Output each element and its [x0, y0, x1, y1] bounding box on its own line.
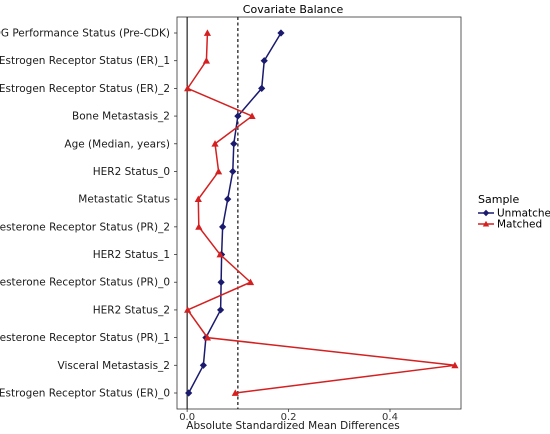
y-axis-labels: ECOG Performance Status (Pre-CDK) Estroge…: [0, 28, 177, 400]
triangle-marker: [184, 84, 192, 92]
diamond-marker: [199, 361, 207, 369]
y-tick-label: HER2 Status_1: [93, 249, 170, 261]
reference-lines: [186, 17, 239, 409]
triangle-marker: [195, 223, 203, 230]
x-tick-label: 0.4: [382, 412, 398, 423]
diamond-marker: [482, 209, 490, 217]
y-tick-label: Progesterone Receptor Status (PR)_1: [0, 332, 170, 344]
triangle-marker: [184, 306, 192, 313]
legend-label: Unmatched: [497, 208, 550, 220]
legend-items: UnmatchedMatched: [478, 208, 550, 231]
x-axis-label: Absolute Standardized Mean Differences: [186, 420, 399, 432]
x-tick-label: 0.0: [179, 412, 195, 423]
triangle-marker: [202, 57, 211, 64]
triangle-marker: [248, 112, 256, 119]
y-tick-label: Estrogen Receptor Status (ER)_1: [0, 55, 170, 67]
x-axis: 0.0 0.2 0.4: [179, 409, 398, 423]
triangle-marker: [451, 361, 459, 369]
diamond-marker: [230, 140, 238, 148]
y-tick-label: Progesterone Receptor Status (PR)_0: [0, 277, 170, 289]
y-tick-label: Estrogen Receptor Status (ER)_2: [0, 83, 170, 95]
y-tick-label: Progesterone Receptor Status (PR)_2: [0, 221, 170, 233]
diamond-marker: [219, 223, 227, 231]
triangle-marker: [211, 140, 219, 147]
legend-item-matched: Matched: [478, 219, 542, 231]
y-tick-label: Metastatic Status: [78, 194, 170, 206]
diamond-marker: [229, 167, 237, 176]
triangle-marker: [214, 167, 223, 175]
diamond-marker: [217, 306, 225, 314]
y-tick-label: Estrogen Receptor Status (ER)_0: [0, 388, 170, 400]
legend-item-unmatched: Unmatched: [478, 208, 550, 220]
y-tick-label: Age (Median, years): [64, 138, 170, 150]
triangle-marker: [194, 195, 202, 203]
y-tick-label: HER2 Status_0: [93, 166, 170, 178]
series-matched: [184, 29, 459, 396]
diamond-marker: [185, 389, 193, 397]
y-tick-label: Bone Metastasis_2: [72, 111, 170, 123]
plot-panel: [176, 16, 462, 410]
series-layer: [184, 29, 459, 397]
x-tick-label: 0.2: [281, 412, 297, 423]
chart-title: Covariate Balance: [243, 3, 344, 16]
series-line: [186, 32, 456, 394]
diamond-marker: [260, 57, 268, 65]
triangle-marker: [203, 29, 212, 36]
diamond-marker: [234, 112, 242, 120]
y-tick-label: ECOG Performance Status (Pre-CDK): [0, 28, 170, 40]
triangle-marker: [231, 389, 239, 396]
y-tick-label: HER2 Status_2: [93, 304, 170, 316]
triangle-marker: [482, 220, 490, 227]
triangle-marker: [203, 334, 212, 341]
diamond-marker: [258, 84, 266, 92]
legend: Sample UnmatchedMatched: [478, 193, 550, 231]
y-tick-label: Visceral Metastasis_2: [58, 360, 170, 372]
series-line: [188, 32, 282, 394]
diamond-marker: [277, 29, 285, 37]
legend-title: Sample: [478, 193, 519, 206]
diamond-marker: [224, 195, 232, 203]
diamond-marker: [217, 278, 225, 286]
triangle-marker: [246, 278, 255, 286]
triangle-marker: [216, 250, 224, 258]
legend-label: Matched: [497, 219, 542, 231]
